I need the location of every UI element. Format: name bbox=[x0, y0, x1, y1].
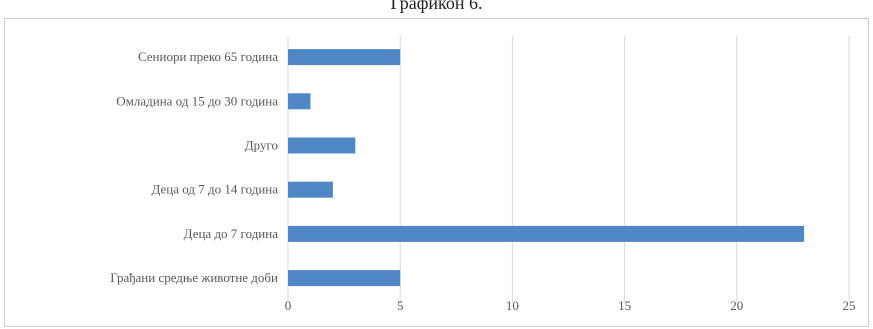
x-tick-label: 25 bbox=[843, 298, 856, 313]
bar bbox=[288, 270, 401, 287]
grid-lines bbox=[287, 36, 850, 304]
x-tick-label: 20 bbox=[730, 298, 743, 313]
x-tick-label: 0 bbox=[285, 298, 292, 313]
x-tick-label: 10 bbox=[506, 298, 519, 313]
page-title: Графикон 6. bbox=[390, 0, 483, 13]
category-label: Грађани средње животне доби bbox=[110, 270, 278, 285]
category-label: Деца од 7 до 14 година bbox=[151, 182, 278, 197]
x-tick-labels: 0 5 10 15 20 25 bbox=[285, 298, 856, 313]
bar bbox=[288, 49, 401, 66]
category-label: Друго bbox=[245, 138, 278, 153]
category-labels: Сениори преко 65 година Омладина од 15 до… bbox=[110, 49, 278, 285]
bar bbox=[288, 137, 356, 154]
x-tick-label: 5 bbox=[397, 298, 404, 313]
category-label: Омладина од 15 до 30 година bbox=[116, 93, 278, 108]
category-label: Деца до 7 година bbox=[184, 226, 279, 241]
x-tick-label: 15 bbox=[618, 298, 631, 313]
bar bbox=[288, 225, 805, 242]
category-label: Сениори преко 65 година bbox=[138, 49, 278, 64]
chart-frame bbox=[4, 18, 869, 327]
bars bbox=[288, 49, 805, 287]
bar bbox=[288, 181, 333, 198]
bar bbox=[288, 93, 311, 110]
